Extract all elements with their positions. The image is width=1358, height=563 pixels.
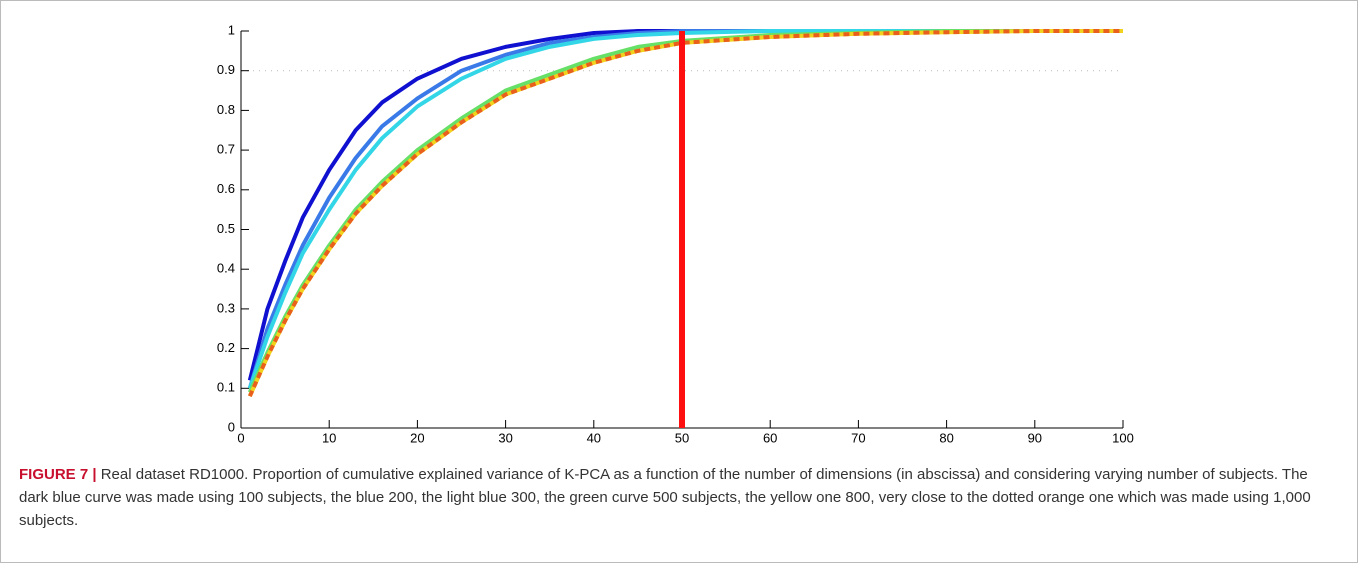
series-line	[247, 29, 1123, 389]
y-tick-label: 0.2	[217, 340, 235, 355]
y-tick-label: 0.7	[217, 142, 235, 157]
y-tick-label: 0.6	[217, 181, 235, 196]
x-tick-label: 80	[939, 430, 953, 445]
y-tick-label: 1	[228, 22, 235, 37]
caption: FIGURE 7 | Real dataset RD1000. Proporti…	[19, 463, 1339, 532]
x-tick-label: 40	[587, 430, 601, 445]
y-tick-label: 0.1	[217, 380, 235, 395]
x-tick-label: 0	[237, 430, 244, 445]
x-tick-label: 100	[1112, 430, 1134, 445]
y-tick-label: 0	[228, 419, 235, 434]
x-tick-label: 70	[851, 430, 865, 445]
series-line	[247, 29, 1123, 398]
series-line	[247, 29, 1123, 398]
series-line	[247, 29, 1123, 381]
y-tick-label: 0.8	[217, 102, 235, 117]
y-tick-label: 0.4	[217, 261, 235, 276]
y-tick-label: 0.3	[217, 300, 235, 315]
series-line	[247, 29, 1123, 389]
y-tick-label: 0.9	[217, 62, 235, 77]
x-tick-label: 50	[675, 430, 689, 445]
series-line	[247, 29, 1123, 394]
x-tick-label: 10	[322, 430, 336, 445]
x-tick-label: 90	[1028, 430, 1042, 445]
x-tick-label: 30	[498, 430, 512, 445]
x-tick-label: 60	[763, 430, 777, 445]
caption-label: FIGURE 7 |	[19, 466, 97, 483]
y-tick-label: 0.5	[217, 221, 235, 236]
x-tick-label: 20	[410, 430, 424, 445]
caption-text: Real dataset RD1000. Proportion of cumul…	[19, 466, 1311, 529]
chart: 00.10.20.30.40.50.60.70.80.910 10 20 30 40 50…	[217, 22, 1134, 445]
